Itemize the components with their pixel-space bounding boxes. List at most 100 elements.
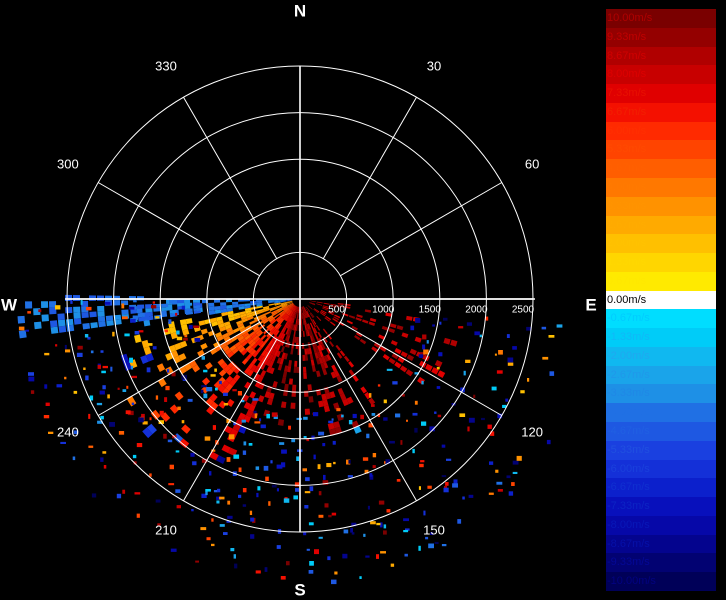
echo-bin (225, 339, 233, 346)
echo-bin (313, 454, 316, 460)
echo-bin (284, 383, 289, 391)
echo-bin (305, 324, 309, 331)
echo-bin (58, 325, 67, 333)
echo-bin (292, 336, 296, 343)
echo-bin (286, 300, 293, 302)
echo-bin (302, 306, 305, 313)
echo-bin (307, 384, 313, 391)
echo-bin (156, 363, 166, 372)
echo-bin (373, 342, 381, 349)
echo-bin (309, 302, 315, 306)
echo-bin (138, 330, 144, 333)
colorbar-label: -8.00m/s (607, 518, 650, 531)
echo-bin (406, 315, 413, 321)
echo-bin (272, 312, 279, 317)
echo-bin (419, 463, 424, 468)
echo-bin (311, 365, 317, 372)
echo-bin (73, 390, 78, 394)
echo-bin (286, 315, 290, 322)
echo-bin (281, 449, 287, 454)
echo-bin (304, 324, 307, 331)
echo-bin (257, 361, 263, 369)
echo-bin (274, 322, 280, 329)
echo-bin (211, 321, 218, 327)
echo-bin (177, 303, 185, 307)
echo-bin (507, 362, 514, 366)
echo-bin (293, 366, 298, 373)
echo-bin (270, 309, 277, 314)
echo-bin (339, 350, 346, 357)
echo-bin (314, 352, 319, 359)
colorbar-label: -1.33m/s (607, 331, 650, 344)
echo-bin (264, 344, 270, 352)
echo-bin (262, 305, 270, 309)
echo-bin (420, 460, 425, 463)
echo-bin (161, 303, 169, 308)
echo-bin (296, 318, 299, 325)
echo-bin (245, 311, 253, 316)
echo-bin (371, 404, 375, 407)
echo-bin (97, 420, 103, 424)
echo-bin (512, 460, 519, 465)
range-tick-label: 500 (328, 305, 345, 316)
echo-bin (355, 332, 363, 338)
echo-bin (287, 302, 293, 305)
echo-bin (316, 315, 322, 321)
echo-bin (280, 303, 287, 306)
echo-bin (409, 348, 417, 356)
echo-bin (293, 306, 297, 312)
colorbar-label: -6.00m/s (607, 462, 650, 475)
echo-bin (288, 360, 292, 367)
echo-bin (291, 324, 295, 331)
echo-bin (259, 418, 262, 422)
echo-bin (200, 389, 204, 394)
echo-bin (105, 315, 114, 322)
colorbar-swatch (606, 9, 716, 29)
echo-bin (280, 312, 286, 318)
echo-bin (247, 338, 255, 345)
echo-bin (280, 345, 285, 353)
echo-bin (546, 439, 551, 445)
echo-bin (309, 486, 314, 492)
echo-bin (316, 303, 323, 306)
echo-bin (321, 393, 327, 401)
echo-bin (285, 315, 290, 321)
range-tick-label: 2500 (512, 305, 535, 316)
echo-bin (281, 303, 288, 307)
echo-bin (309, 353, 314, 361)
echo-bin (56, 384, 63, 388)
echo-bin (203, 369, 208, 373)
echo-bin (317, 464, 321, 470)
colorbar-swatch (606, 440, 716, 461)
echo-bin (333, 402, 340, 410)
echo-bin (86, 306, 92, 311)
echo-bin (84, 334, 89, 338)
echo-bin (102, 451, 107, 454)
echo-bin (127, 410, 134, 416)
echo-bin (291, 311, 295, 318)
echo-bin (287, 302, 294, 306)
colorbar-swatch (606, 140, 716, 160)
echo-bin (165, 385, 170, 391)
echo-bin (314, 549, 319, 555)
echo-bin (496, 481, 503, 485)
echo-bin (137, 304, 145, 309)
echo-bin (158, 420, 164, 424)
echo-bin (102, 385, 106, 390)
echo-bin (254, 336, 261, 343)
echo-bin (249, 320, 256, 325)
colorbar-swatch (606, 65, 716, 85)
azimuth-tick-label-60: 60 (525, 156, 539, 171)
colorbar-label: 3.33m/s (607, 199, 647, 212)
echo-bin (255, 466, 260, 470)
echo-bin (122, 389, 127, 392)
echo-bin (232, 301, 239, 305)
echo-bin (134, 334, 142, 343)
echo-bin (512, 346, 517, 350)
echo-bin (284, 321, 288, 328)
echo-bin (260, 356, 266, 364)
echo-bin (303, 318, 306, 325)
echo-bin (55, 344, 58, 347)
echo-bin (356, 314, 363, 319)
echo-bin (263, 308, 270, 312)
